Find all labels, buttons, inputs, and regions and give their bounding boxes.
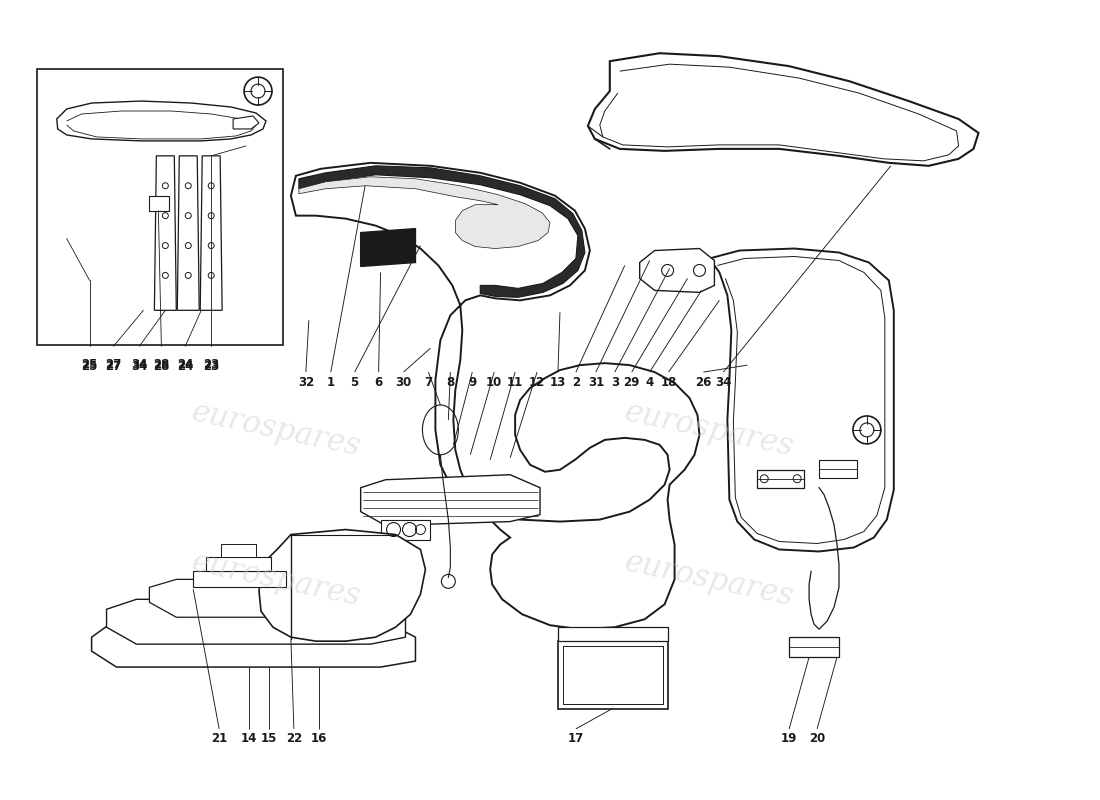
Text: 14: 14 (241, 732, 257, 746)
Text: 24: 24 (177, 358, 194, 370)
Polygon shape (57, 101, 266, 141)
Text: 17: 17 (568, 732, 584, 746)
Polygon shape (361, 474, 540, 526)
Text: eurospares: eurospares (188, 397, 363, 463)
Text: 26: 26 (695, 375, 712, 389)
Text: eurospares: eurospares (188, 546, 363, 613)
Text: 16: 16 (310, 732, 327, 746)
Text: 23: 23 (204, 358, 219, 370)
Text: 2: 2 (572, 375, 580, 389)
Text: 22: 22 (286, 732, 302, 746)
Text: 30: 30 (395, 375, 411, 389)
Polygon shape (789, 637, 839, 657)
Polygon shape (36, 69, 283, 345)
Text: 15: 15 (261, 732, 277, 746)
Text: 25: 25 (81, 358, 98, 370)
Polygon shape (154, 156, 176, 310)
Polygon shape (710, 249, 894, 551)
Text: 28: 28 (153, 358, 169, 370)
Polygon shape (221, 545, 256, 558)
Text: 8: 8 (447, 375, 454, 389)
Polygon shape (640, 249, 714, 292)
Text: 4: 4 (646, 375, 653, 389)
Text: eurospares: eurospares (621, 397, 796, 463)
Text: 21: 21 (211, 732, 228, 746)
Text: 28: 28 (153, 360, 169, 373)
Polygon shape (258, 530, 426, 641)
Polygon shape (107, 599, 406, 644)
Text: 7: 7 (425, 375, 432, 389)
Text: 20: 20 (808, 732, 825, 746)
Polygon shape (150, 579, 353, 618)
Text: 23: 23 (204, 360, 219, 373)
Polygon shape (299, 177, 550, 249)
Text: 5: 5 (351, 375, 359, 389)
Text: 27: 27 (106, 358, 122, 370)
Text: 11: 11 (507, 375, 524, 389)
Polygon shape (290, 163, 700, 630)
Polygon shape (200, 156, 222, 310)
Text: 24: 24 (177, 360, 194, 373)
Text: 34: 34 (131, 360, 147, 373)
Text: 19: 19 (781, 732, 798, 746)
Polygon shape (558, 627, 668, 641)
Polygon shape (150, 196, 169, 210)
Text: eurospares: eurospares (621, 546, 796, 613)
Text: 31: 31 (587, 375, 604, 389)
Polygon shape (177, 156, 199, 310)
Polygon shape (820, 460, 857, 478)
Text: 29: 29 (624, 375, 640, 389)
Text: 13: 13 (550, 375, 566, 389)
Text: 3: 3 (610, 375, 619, 389)
Polygon shape (233, 116, 258, 129)
Polygon shape (558, 641, 668, 709)
Polygon shape (91, 619, 416, 667)
Text: 32: 32 (298, 375, 314, 389)
Polygon shape (757, 470, 804, 488)
Text: 18: 18 (660, 375, 676, 389)
Polygon shape (381, 519, 430, 539)
Text: 34: 34 (131, 358, 147, 370)
Text: 25: 25 (81, 360, 98, 373)
Polygon shape (299, 166, 585, 298)
Text: 27: 27 (106, 360, 122, 373)
Polygon shape (361, 229, 416, 266)
Text: 34: 34 (715, 375, 732, 389)
Text: 1: 1 (327, 375, 334, 389)
Text: 6: 6 (374, 375, 383, 389)
Polygon shape (206, 558, 271, 571)
Polygon shape (587, 54, 979, 166)
Text: 10: 10 (486, 375, 503, 389)
Text: 9: 9 (469, 375, 476, 389)
Text: 12: 12 (529, 375, 546, 389)
Polygon shape (194, 571, 286, 587)
